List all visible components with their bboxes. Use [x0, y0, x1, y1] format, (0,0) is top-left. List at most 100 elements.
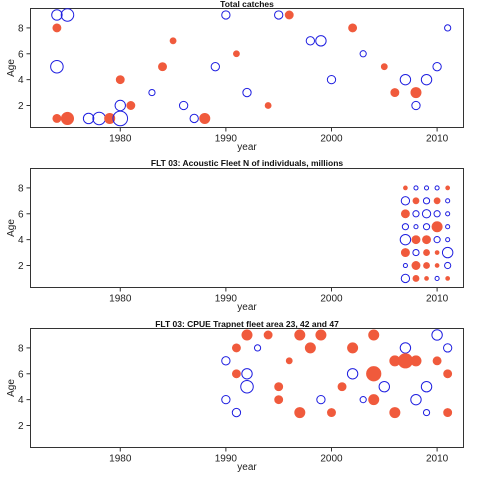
x-tick-label: 2010: [426, 134, 449, 145]
data-point: [368, 329, 380, 341]
data-point: [433, 210, 441, 218]
y-tick-label: 6: [18, 49, 24, 60]
data-point: [221, 10, 231, 20]
data-point: [411, 261, 421, 270]
data-point: [274, 382, 284, 392]
data-point: [60, 111, 75, 125]
data-point: [60, 8, 75, 22]
data-point: [399, 233, 412, 246]
panel-3-xlabel: year: [237, 462, 257, 473]
data-point: [431, 221, 443, 233]
x-tick-label: 1980: [109, 454, 132, 465]
data-point: [315, 329, 327, 341]
data-point: [380, 63, 388, 71]
data-point: [104, 112, 116, 124]
data-point: [423, 262, 430, 269]
data-point: [434, 263, 440, 268]
data-point: [126, 101, 136, 110]
data-point: [378, 381, 390, 393]
data-point: [233, 50, 240, 58]
data-point: [445, 237, 451, 243]
panel-1-title: Total catches: [220, 0, 274, 9]
panel-2-frame: [30, 168, 464, 288]
data-point: [412, 275, 420, 282]
x-tick-label: 1990: [215, 454, 238, 465]
data-point: [240, 379, 254, 394]
data-point: [169, 37, 177, 45]
data-point: [400, 209, 410, 219]
data-point: [432, 62, 442, 72]
data-point: [284, 10, 294, 20]
data-point: [443, 408, 453, 418]
data-point: [441, 246, 454, 259]
data-point: [433, 236, 441, 244]
data-point: [445, 211, 451, 217]
data-point: [305, 36, 316, 46]
data-point: [445, 198, 451, 204]
x-tick-label: 2000: [320, 294, 343, 305]
data-point: [221, 394, 231, 405]
data-point: [443, 369, 453, 379]
data-point: [422, 197, 431, 205]
data-point: [410, 355, 422, 367]
data-point: [413, 224, 419, 230]
data-point: [411, 235, 421, 245]
data-point: [445, 185, 451, 191]
data-point: [422, 223, 431, 231]
data-point: [444, 24, 452, 32]
panel-3-points: [221, 329, 453, 419]
data-point: [178, 100, 189, 111]
x-tick-label: 1990: [215, 134, 238, 145]
data-point: [359, 50, 367, 58]
data-point: [400, 196, 411, 206]
data-point: [327, 408, 336, 418]
data-point: [412, 248, 420, 257]
data-point: [231, 407, 242, 418]
x-tick-label: 1990: [215, 294, 238, 305]
y-tick-label: 4: [18, 75, 24, 86]
data-point: [420, 381, 433, 393]
panel-1-ylabel: Age: [6, 59, 17, 77]
data-point: [253, 344, 262, 352]
data-point: [389, 407, 401, 419]
data-point: [241, 368, 253, 380]
y-tick-label: 2: [18, 421, 24, 432]
data-point: [411, 100, 421, 111]
panel-1-axes: 1980 1990 2000 2010 2 4 6 8: [18, 23, 449, 144]
data-point: [158, 62, 167, 72]
data-point: [294, 329, 306, 341]
data-point: [231, 369, 241, 379]
data-point: [274, 395, 284, 405]
data-point: [400, 248, 410, 258]
data-point: [241, 329, 253, 341]
data-point: [82, 112, 95, 125]
data-point: [390, 88, 400, 98]
data-point: [400, 273, 411, 284]
data-point: [359, 396, 367, 404]
x-tick-label: 2000: [320, 454, 343, 465]
x-tick-label: 2010: [426, 454, 449, 465]
data-point: [52, 23, 62, 33]
panel-2-points: [399, 185, 454, 284]
y-tick-label: 2: [18, 261, 24, 272]
data-point: [264, 102, 272, 109]
y-tick-label: 6: [18, 209, 24, 220]
data-point: [221, 356, 231, 366]
data-point: [434, 250, 440, 255]
panel-2-ylabel: Age: [6, 219, 17, 237]
data-point: [326, 74, 337, 85]
data-point: [346, 368, 359, 380]
data-point: [348, 23, 358, 33]
data-point: [403, 185, 408, 191]
data-point: [347, 342, 359, 354]
data-point: [410, 87, 422, 99]
data-point: [337, 382, 347, 392]
data-point: [413, 185, 419, 191]
data-point: [189, 113, 199, 124]
panel-2-xlabel: year: [237, 302, 257, 313]
data-point: [420, 73, 433, 86]
x-tick-label: 2000: [320, 134, 343, 145]
panel-2-title: FLT 03: Acoustic Fleet N of individuals,…: [151, 158, 343, 168]
